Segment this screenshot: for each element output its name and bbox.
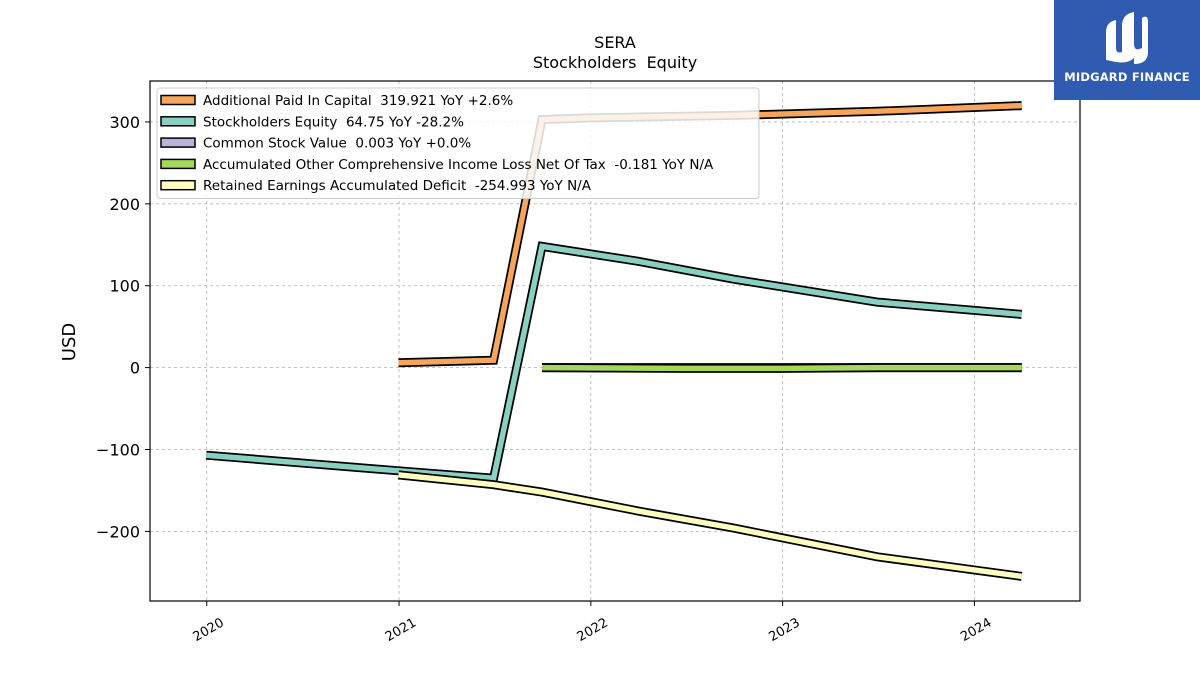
- y-axis-label: USD: [59, 323, 80, 361]
- x-tick-label: 2020: [191, 615, 227, 645]
- legend-swatch: [160, 116, 196, 127]
- y-tick-label: −100: [96, 441, 140, 460]
- midgard-finance-logo: MIDGARD FINANCE: [1054, 0, 1200, 100]
- series-line: [541, 363, 1022, 373]
- legend-box: [156, 87, 760, 199]
- legend-entry: Retained Earnings Accumulated Deficit -2…: [203, 178, 592, 194]
- y-tick-label: 0: [130, 359, 140, 378]
- chart-title: SERA: [594, 33, 636, 52]
- y-tick-label: 100: [109, 277, 140, 296]
- legend-entry: Common Stock Value 0.003 YoY +0.0%: [203, 136, 471, 152]
- x-tick-label: 2022: [575, 615, 611, 645]
- logo-mark-icon: [1106, 12, 1148, 64]
- x-tick-label: 2023: [766, 615, 802, 645]
- series-line: [205, 241, 1023, 483]
- legend-entry: Additional Paid In Capital 319.921 YoY +…: [203, 93, 513, 109]
- plot-frame: [149, 80, 1081, 602]
- logo-text: MIDGARD FINANCE: [1064, 70, 1190, 84]
- legend-swatch: [160, 94, 196, 106]
- legend: Additional Paid In Capital 319.921 YoY +…: [156, 87, 760, 199]
- chart-subtitle: Stockholders Equity: [533, 53, 697, 72]
- legend-swatch: [160, 137, 196, 148]
- legend-swatch: [160, 179, 196, 191]
- series-line: [398, 470, 1023, 581]
- x-tick-label: 2021: [383, 615, 419, 645]
- y-tick-label: 200: [109, 195, 140, 214]
- y-tick-label: 300: [109, 113, 140, 132]
- series-lines: [205, 101, 1023, 581]
- legend-swatch: [160, 158, 196, 170]
- y-tick-label: −200: [96, 522, 140, 541]
- legend-entry: Stockholders Equity 64.75 YoY -28.2%: [203, 114, 464, 130]
- x-tick-label: 2024: [958, 615, 994, 645]
- legend-entry: Accumulated Other Comprehensive Income L…: [203, 157, 714, 173]
